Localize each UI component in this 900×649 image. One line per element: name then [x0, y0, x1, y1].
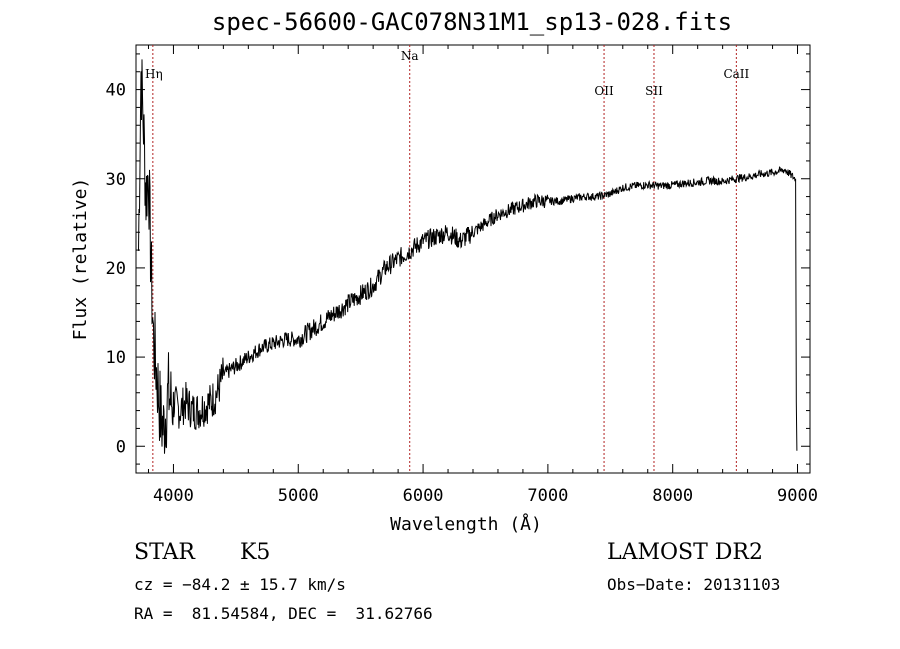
x-tick-label: 8000 — [652, 486, 693, 506]
spectrum-series — [138, 59, 798, 454]
y-tick-label: 0 — [116, 437, 126, 457]
observation-date: Obs−Date: 20131103 — [607, 575, 781, 594]
x-tick-label: 9000 — [777, 486, 818, 506]
y-axis-label: Flux (relative) — [70, 178, 91, 341]
object-class: STAR — [134, 540, 195, 565]
coordinates: RA = 81.54584, DEC = 31.62766 — [134, 604, 433, 623]
plot-frame — [135, 44, 811, 474]
chart-title: spec-56600-GAC078N31M1_sp13-028.fits — [211, 8, 733, 36]
x-tick-label: 6000 — [403, 486, 444, 506]
y-tick-label: 30 — [106, 170, 126, 190]
line-marker-label: OII — [594, 84, 614, 98]
x-tick-label: 4000 — [153, 486, 194, 506]
axis-ticks: 4000 5000 6000 7000 8000 9000 0 10 20 30 40 — [106, 45, 818, 506]
line-marker-label: Hη — [145, 67, 163, 81]
line-marker-label: CaII — [723, 67, 749, 81]
y-tick-label: 20 — [106, 259, 126, 279]
object-subclass: K5 — [240, 540, 271, 565]
line-markers: Hη Na OII SII CaII — [145, 45, 750, 473]
x-axis-label: Wavelength (Å) — [390, 513, 542, 535]
spectrum-line — [138, 59, 798, 454]
y-tick-label: 40 — [106, 81, 126, 101]
plot-border — [135, 44, 811, 474]
survey-name: LAMOST DR2 — [607, 540, 763, 565]
line-marker-label: SII — [645, 84, 663, 98]
x-tick-label: 7000 — [527, 486, 568, 506]
line-marker-label: Na — [401, 49, 419, 63]
y-tick-label: 10 — [106, 348, 126, 368]
redshift-velocity: cz = −84.2 ± 15.7 km/s — [134, 575, 346, 594]
x-tick-label: 5000 — [278, 486, 319, 506]
